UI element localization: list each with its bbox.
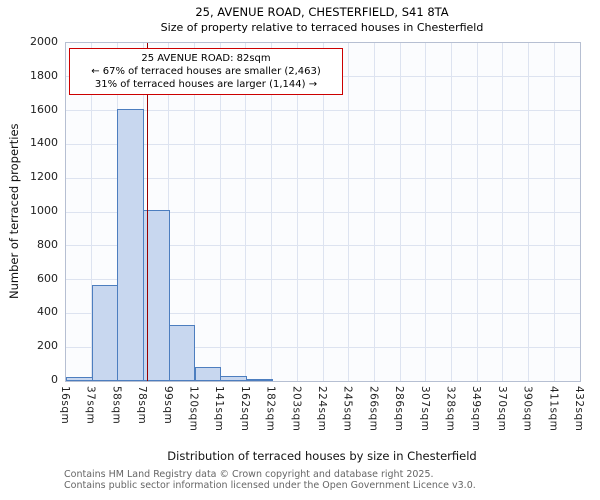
attribution-line-2: Contains public sector information licen… [64,479,476,491]
gridline-vertical [528,43,530,381]
x-tick-label: 370sqm [495,386,508,432]
y-tick-label: 200 [37,339,58,353]
y-tick-label: 2000 [30,35,58,48]
x-tick-label: 224sqm [316,386,328,432]
histogram-bar [91,284,119,381]
x-tick-label: 203sqm [290,386,303,432]
gridline-vertical [348,43,350,381]
gridline-vertical [373,43,375,381]
gridline-vertical [219,43,221,381]
plot-area [65,42,581,382]
gridline-vertical [194,43,195,381]
gridline-vertical [322,43,324,381]
y-tick-label: 400 [37,305,58,319]
annotation-box: 25 AVENUE ROAD: 82sqm ← 67% of terraced … [69,48,343,95]
chart-subtitle: Size of property relative to terraced ho… [160,21,484,34]
x-tick-label: 266sqm [367,386,380,432]
chart-title: 25, AVENUE ROAD, CHESTERFIELD, S41 8TA [195,5,449,19]
x-tick-label: 78sqm [136,386,149,425]
annotation-larger-line: 31% of terraced houses are larger (1,144… [94,79,318,90]
attribution-line-1: Contains HM Land Registry data © Crown c… [64,469,434,480]
y-tick-label: 0 [51,373,58,386]
gridline-vertical [399,43,401,381]
x-tick-label: 99sqm [161,386,174,425]
x-tick-label: 245sqm [341,386,354,432]
histogram-bar [168,325,196,381]
y-tick-label: 800 [37,237,58,251]
gridline-vertical [553,43,555,381]
gridline-vertical [451,43,452,381]
gridline-vertical [502,43,504,381]
gridline-vertical [271,43,273,381]
histogram-bar [194,366,222,381]
histogram-bar [220,375,247,381]
x-tick-label: 162sqm [238,386,251,432]
gridline-vertical [296,43,298,381]
x-tick-label: 411sqm [547,386,560,432]
x-tick-label: 432sqm [573,386,585,432]
property-marker-line [147,43,149,381]
y-tick-label: 1000 [30,204,58,217]
x-tick-label: 58sqm [110,386,123,425]
y-tick-label: 1600 [30,102,58,116]
x-axis-title: Distribution of terraced houses by size … [167,449,477,463]
x-tick-label: 37sqm [84,386,97,425]
x-tick-label: 390sqm [521,386,534,432]
x-tick-label: 307sqm [418,386,431,432]
attribution-footer: Contains HM Land Registry data © Crown c… [64,469,594,492]
histogram-bar [117,108,145,381]
histogram-bar [245,379,273,381]
y-tick-label: 600 [37,271,58,285]
y-tick-label: 1800 [30,68,58,82]
x-tick-label: 16sqm [59,386,71,425]
x-tick-label: 286sqm [393,386,406,432]
gridline-vertical [91,43,93,381]
gridline-vertical [245,43,247,381]
x-tick-label: 328sqm [444,386,457,432]
annotation-smaller-line: ← 67% of terraced houses are smaller (2,… [91,66,321,77]
y-tick-label: 1200 [30,170,58,184]
gridline-vertical [476,43,478,381]
y-tick-label: 1400 [30,136,58,150]
gridline-vertical [425,43,427,381]
annotation-property-line: 25 AVENUE ROAD: 82sqm [141,53,271,64]
x-tick-label: 182sqm [264,386,277,432]
x-tick-label: 141sqm [213,386,226,432]
x-tick-label: 120sqm [187,386,200,432]
histogram-bar [66,376,93,381]
x-tick-label: 349sqm [470,386,483,432]
